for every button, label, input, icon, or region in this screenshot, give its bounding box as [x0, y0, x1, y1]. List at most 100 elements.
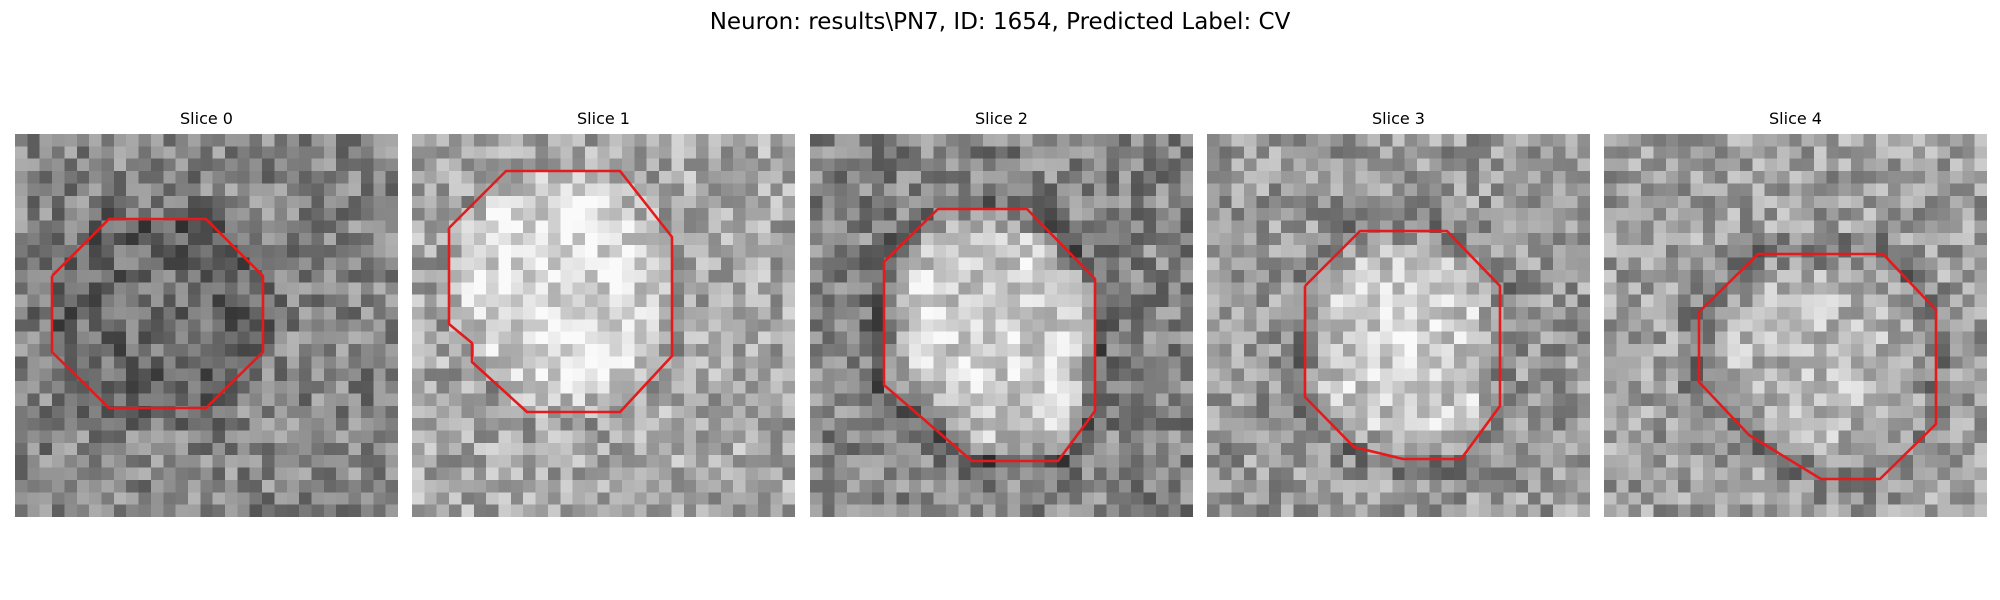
- pixel: [1776, 232, 1790, 246]
- pixel: [237, 504, 251, 517]
- pixel: [1020, 504, 1033, 517]
- pixel: [1690, 232, 1704, 246]
- pixel: [782, 294, 795, 308]
- pixel: [424, 232, 438, 246]
- pixel: [89, 368, 103, 382]
- pixel: [101, 134, 115, 147]
- pixel: [1715, 220, 1729, 234]
- pixel: [958, 344, 972, 357]
- pixel: [958, 331, 972, 345]
- pixel: [1528, 418, 1542, 432]
- pixel: [385, 492, 398, 506]
- pixel: [1404, 393, 1418, 407]
- pixel: [1168, 319, 1182, 333]
- pixel: [1851, 294, 1865, 308]
- pixel: [995, 368, 1009, 382]
- pixel: [1268, 245, 1282, 259]
- pixel: [1653, 368, 1667, 382]
- pixel: [1678, 257, 1692, 271]
- pixel: [1268, 294, 1282, 308]
- pixel: [1404, 344, 1418, 357]
- pixel: [597, 146, 611, 160]
- pixel: [1143, 331, 1157, 345]
- pixel: [1875, 183, 1889, 197]
- pixel: [572, 344, 586, 357]
- pixel: [1752, 442, 1766, 456]
- pixel: [982, 306, 996, 320]
- pixel: [1515, 344, 1529, 357]
- pixel: [436, 393, 450, 407]
- pixel: [200, 195, 214, 209]
- pixel: [1863, 220, 1877, 234]
- pixel: [262, 195, 276, 209]
- pixel: [1552, 282, 1566, 296]
- pixel: [27, 282, 41, 296]
- pixel: [187, 344, 201, 357]
- pixel: [1739, 134, 1753, 147]
- pixel: [89, 146, 103, 160]
- pixel: [436, 245, 450, 259]
- pixel: [1207, 183, 1220, 197]
- pixel: [1665, 146, 1679, 160]
- pixel: [1739, 331, 1753, 345]
- pixel: [1392, 171, 1406, 185]
- pixel: [1330, 294, 1344, 308]
- pixel: [360, 171, 374, 185]
- pixel: [385, 282, 398, 296]
- pixel: [1429, 306, 1443, 320]
- slice-panel-1: Slice 1: [412, 108, 795, 517]
- pixel: [175, 479, 189, 493]
- pixel: [1528, 146, 1542, 160]
- pixel: [237, 220, 251, 234]
- pixel: [274, 492, 288, 506]
- pixel: [1577, 467, 1590, 481]
- pixel: [150, 282, 164, 296]
- pixel: [1404, 282, 1418, 296]
- pixel: [1168, 269, 1182, 283]
- pixel: [461, 220, 475, 234]
- pixel: [1020, 479, 1033, 493]
- pixel: [1888, 479, 1902, 493]
- pixel: [671, 405, 685, 419]
- pixel: [126, 306, 140, 320]
- pixel: [360, 356, 374, 370]
- pixel: [150, 479, 164, 493]
- pixel: [646, 294, 660, 308]
- pixel: [547, 306, 561, 320]
- pixel: [782, 356, 795, 370]
- pixel: [871, 294, 885, 308]
- pixel: [1974, 183, 1987, 197]
- pixel: [1552, 356, 1566, 370]
- pixel: [237, 344, 251, 357]
- pixel: [609, 344, 623, 357]
- pixel: [89, 134, 103, 147]
- pixel: [1404, 430, 1418, 444]
- pixel: [1256, 356, 1270, 370]
- pixel: [1838, 319, 1852, 333]
- pixel: [1540, 356, 1554, 370]
- pixel: [1715, 146, 1729, 160]
- pixel: [1851, 344, 1865, 357]
- pixel: [1094, 331, 1108, 345]
- pixel: [1032, 356, 1046, 370]
- pixel: [274, 171, 288, 185]
- pixel: [1776, 134, 1790, 147]
- pixel: [945, 492, 959, 506]
- pixel: [671, 146, 685, 160]
- pixel: [1466, 269, 1480, 283]
- pixel: [175, 319, 189, 333]
- pixel: [982, 418, 996, 432]
- pixel: [1207, 492, 1220, 506]
- pixel: [1875, 492, 1889, 506]
- pixel: [1814, 245, 1827, 259]
- pixel: [1131, 195, 1145, 209]
- pixel: [89, 195, 103, 209]
- pixel: [1094, 492, 1108, 506]
- pixel: [1628, 282, 1642, 296]
- pixel: [720, 442, 734, 456]
- pixel: [1776, 306, 1790, 320]
- pixel: [982, 331, 996, 345]
- pixel: [810, 356, 823, 370]
- pixel: [572, 269, 586, 283]
- pixel: [745, 492, 759, 506]
